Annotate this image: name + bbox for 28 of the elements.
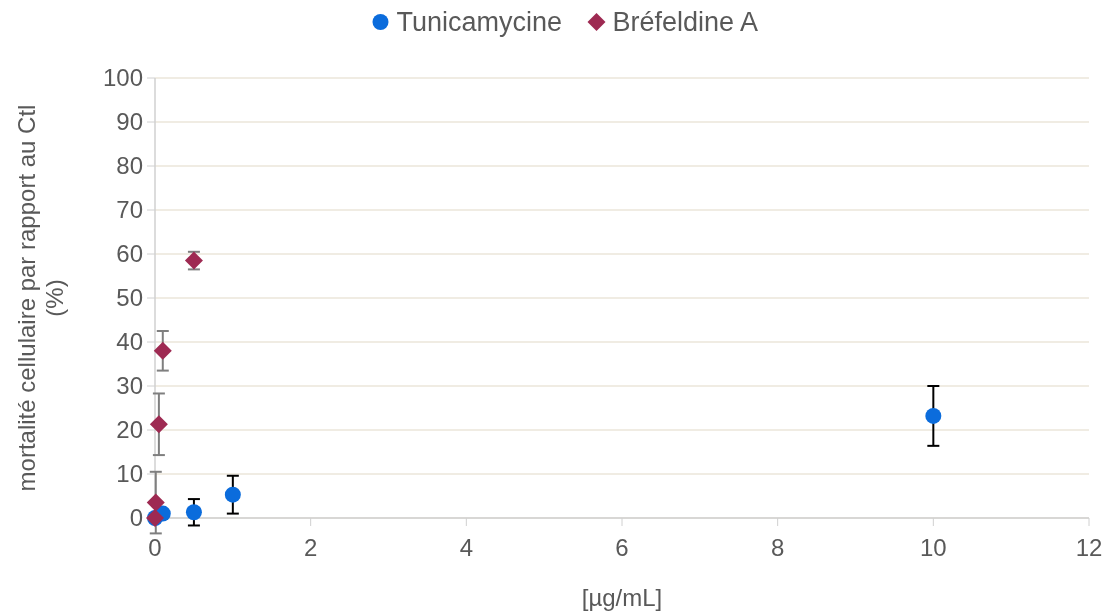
legend-label: Bréfeldine A xyxy=(612,7,759,38)
y-tick-label: 10 xyxy=(116,460,143,488)
x-tick-label: 8 xyxy=(770,534,785,561)
y-tick-label: 0 xyxy=(129,504,143,532)
point xyxy=(149,415,168,434)
x-tick-label: 6 xyxy=(615,534,629,561)
point xyxy=(224,486,241,503)
point xyxy=(153,341,172,360)
point xyxy=(146,493,165,512)
x-tick-label: 10 xyxy=(919,534,947,561)
y-tick-label: 30 xyxy=(116,372,143,400)
point xyxy=(185,504,202,521)
y-tick-label: 60 xyxy=(116,240,143,268)
y-tick-label: 100 xyxy=(102,64,143,92)
x-tick-label: 0 xyxy=(148,534,162,561)
y-tick-label: 90 xyxy=(116,108,143,136)
y-axis-title: mortalité cellulaire par rapport au Ctl (%) xyxy=(13,104,68,492)
legend-label: Tunicamycine xyxy=(396,7,563,38)
x-tick-label: 2 xyxy=(303,534,318,561)
y-tick-label: 80 xyxy=(116,152,143,180)
x-axis-title: [µg/mL] xyxy=(581,584,663,611)
y-tick-label: 40 xyxy=(116,328,143,356)
x-tick-label: 12 xyxy=(1075,534,1103,561)
point xyxy=(925,407,942,424)
y-tick-label: 70 xyxy=(116,196,143,224)
x-tick-label: 4 xyxy=(459,534,474,561)
y-tick-label: 50 xyxy=(116,284,143,312)
y-tick-label: 20 xyxy=(116,416,143,444)
